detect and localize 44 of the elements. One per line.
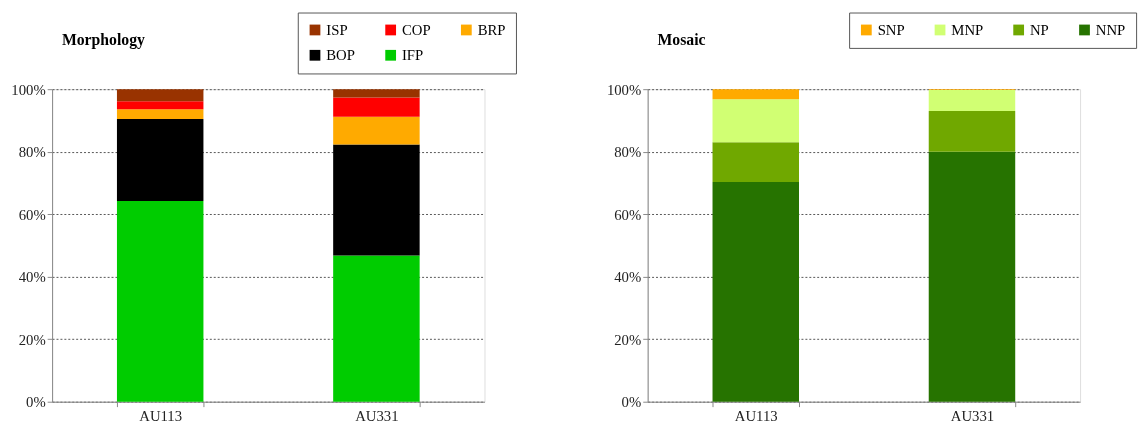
x-tick-label: AU331: [950, 407, 995, 424]
bar: [712, 99, 800, 143]
y-tick-label: 20%: [18, 331, 46, 348]
bar: [928, 151, 1016, 402]
y-tick-label: 80%: [18, 144, 46, 161]
bar: [712, 142, 800, 183]
legend-label: SNP: [877, 21, 905, 38]
bar: [116, 118, 204, 202]
bar: [333, 97, 420, 117]
y-tick-label: 100%: [11, 81, 46, 98]
y-tick-label: 40%: [18, 269, 46, 286]
legend-label: IFP: [401, 47, 424, 64]
legend-label: NP: [1029, 21, 1049, 38]
legend-label: ISP: [326, 21, 348, 38]
y-tick-label: 40%: [614, 269, 642, 286]
bar: [333, 144, 420, 256]
bar: [116, 109, 204, 119]
legend-label: MNP: [951, 21, 984, 38]
bar: [333, 116, 420, 145]
bar: [116, 101, 204, 110]
x-tick-label: AU113: [734, 407, 778, 424]
legend-label: COP: [401, 21, 431, 38]
bar: [712, 89, 800, 100]
bar: [712, 182, 800, 402]
y-tick-label: 80%: [614, 144, 642, 161]
bar: [333, 89, 420, 98]
legend-label: BRP: [477, 21, 506, 38]
legend-label: NNP: [1095, 21, 1126, 38]
bar: [928, 90, 1016, 112]
bar: [116, 201, 204, 402]
chart-title: Mosaic: [657, 30, 706, 48]
legend-label: BOP: [326, 47, 355, 64]
x-tick-label: AU113: [139, 407, 183, 424]
y-tick-label: 100%: [606, 81, 642, 98]
y-tick-label: 0%: [621, 394, 642, 411]
y-tick-label: 0%: [26, 394, 46, 411]
chart-title: Morphology: [61, 30, 146, 49]
y-tick-label: 60%: [614, 206, 642, 223]
y-tick-label: 20%: [614, 331, 642, 348]
bar: [116, 89, 204, 102]
y-tick-label: 60%: [18, 206, 46, 223]
bar: [333, 255, 420, 402]
bar: [928, 111, 1016, 152]
x-tick-label: AU331: [355, 407, 399, 424]
